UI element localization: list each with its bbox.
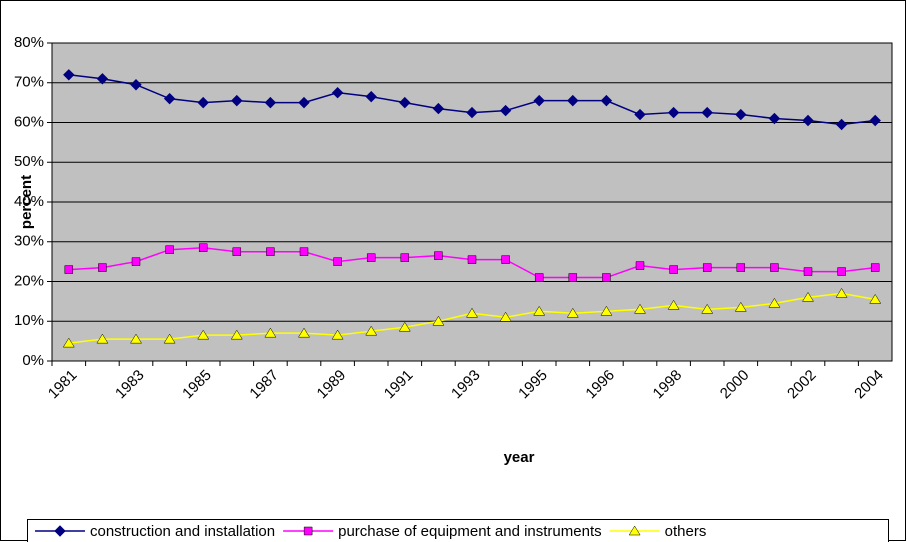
marker — [197, 329, 210, 340]
legend-label: others — [665, 523, 707, 540]
marker — [298, 96, 310, 109]
plot-border — [51, 42, 893, 362]
marker — [566, 307, 579, 318]
marker — [400, 253, 410, 262]
y-tick-label: 80% — [14, 34, 44, 51]
marker — [600, 94, 613, 107]
marker — [567, 94, 579, 107]
marker — [802, 291, 814, 302]
marker — [770, 263, 779, 272]
marker — [600, 305, 613, 316]
marker — [702, 263, 712, 272]
marker — [398, 321, 411, 332]
y-tick-label: 40% — [14, 193, 44, 210]
marker — [870, 263, 880, 272]
legend-label: purchase of equipment and instruments — [338, 523, 602, 540]
marker — [163, 333, 176, 344]
marker — [634, 108, 646, 121]
marker — [628, 525, 641, 536]
marker — [232, 247, 242, 256]
marker — [835, 118, 848, 131]
marker — [466, 307, 478, 318]
marker — [333, 257, 342, 266]
marker — [735, 108, 747, 121]
marker — [96, 73, 109, 85]
marker — [635, 261, 645, 270]
marker — [432, 315, 445, 326]
marker — [734, 301, 747, 312]
marker — [197, 96, 209, 109]
marker — [131, 257, 141, 266]
y-tick-label: 30% — [14, 233, 44, 250]
marker — [533, 305, 546, 316]
marker — [768, 297, 781, 308]
legend-label: construction and installation — [90, 523, 275, 540]
marker — [499, 311, 512, 322]
marker — [499, 104, 512, 117]
marker — [165, 245, 174, 254]
marker — [533, 94, 545, 107]
marker — [837, 267, 846, 276]
marker — [634, 303, 646, 314]
marker — [501, 255, 510, 264]
marker — [365, 325, 378, 336]
marker — [62, 337, 75, 348]
marker — [63, 69, 75, 81]
legend-box — [27, 519, 889, 542]
marker — [669, 265, 678, 274]
marker — [298, 327, 310, 338]
marker — [835, 287, 848, 298]
marker — [231, 94, 243, 107]
marker — [266, 247, 275, 256]
marker — [64, 265, 74, 274]
marker — [602, 273, 611, 282]
y-tick-label: 20% — [14, 272, 44, 289]
marker — [667, 299, 680, 310]
marker — [365, 90, 377, 103]
x-axis-label: year — [504, 449, 535, 466]
marker — [434, 251, 443, 260]
marker — [163, 92, 176, 105]
marker — [466, 106, 478, 119]
marker — [534, 273, 544, 282]
marker — [802, 114, 814, 127]
marker — [568, 273, 578, 282]
marker — [701, 303, 714, 314]
marker — [869, 293, 882, 304]
y-tick-label: 70% — [14, 74, 44, 91]
marker — [264, 96, 277, 109]
marker — [331, 329, 344, 340]
marker — [303, 526, 313, 536]
y-tick-label: 10% — [14, 312, 44, 329]
marker — [130, 79, 142, 91]
marker — [701, 106, 713, 119]
marker — [803, 267, 813, 276]
marker — [869, 114, 881, 127]
marker — [467, 255, 477, 264]
marker — [366, 253, 376, 262]
marker — [130, 333, 142, 344]
y-tick-label: 50% — [14, 153, 44, 170]
y-tick-label: 0% — [22, 352, 44, 369]
marker — [432, 102, 445, 115]
marker — [299, 247, 309, 256]
y-axis-label: percent — [18, 175, 35, 229]
y-tick-label: 60% — [14, 113, 44, 130]
marker — [54, 525, 66, 537]
marker — [198, 243, 208, 252]
marker — [331, 86, 344, 99]
marker — [230, 329, 243, 340]
marker — [96, 333, 109, 344]
marker — [264, 327, 277, 338]
marker — [667, 106, 680, 119]
marker — [736, 263, 746, 272]
marker — [768, 112, 781, 125]
marker — [98, 263, 107, 272]
marker — [399, 96, 411, 109]
